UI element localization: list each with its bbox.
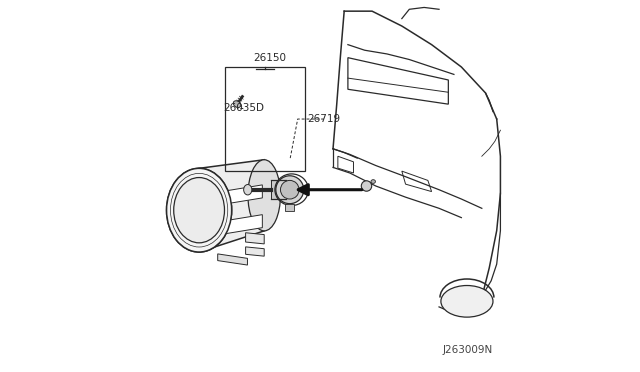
Polygon shape (199, 160, 264, 252)
Polygon shape (221, 185, 262, 205)
Polygon shape (271, 180, 286, 199)
Polygon shape (246, 233, 264, 244)
Ellipse shape (280, 180, 299, 199)
Ellipse shape (173, 177, 225, 243)
Polygon shape (221, 215, 262, 234)
Bar (225, 67, 305, 171)
Ellipse shape (166, 168, 232, 252)
Text: 26035D: 26035D (223, 103, 264, 113)
Ellipse shape (248, 160, 280, 231)
Ellipse shape (362, 181, 372, 191)
Ellipse shape (371, 180, 376, 183)
Polygon shape (246, 247, 264, 256)
Ellipse shape (234, 101, 241, 108)
Ellipse shape (276, 176, 304, 203)
Polygon shape (285, 204, 294, 211)
Text: 26150: 26150 (253, 53, 286, 62)
Ellipse shape (173, 177, 225, 243)
Ellipse shape (244, 185, 252, 195)
Text: 26719: 26719 (307, 114, 340, 124)
Ellipse shape (441, 286, 493, 317)
Text: J263009N: J263009N (443, 345, 493, 355)
Ellipse shape (166, 168, 232, 252)
Polygon shape (218, 254, 248, 265)
